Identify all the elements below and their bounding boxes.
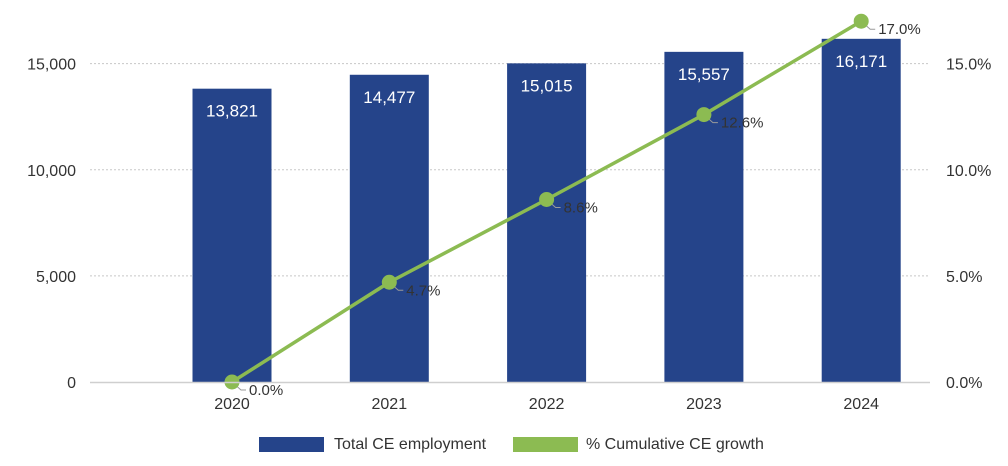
bar-value-label: 15,015	[521, 76, 573, 95]
x-tick-label: 2021	[372, 396, 408, 413]
x-tick-label: 2024	[843, 396, 879, 413]
bar-value-label: 14,477	[363, 88, 415, 107]
axis-layer: 0 5,000 10,000 15,000 0.0% 5.0% 10.0% 15.0% 2020…	[27, 57, 991, 413]
line-point	[853, 13, 869, 29]
line-point	[381, 274, 397, 290]
x-tick-label: 2020	[214, 396, 250, 413]
y-right-tick-label: 0.0%	[946, 375, 982, 392]
y-left-tick-label: 0	[67, 375, 76, 392]
bars-layer: 13,821 14,477 15,015 15,557 16,171	[192, 38, 901, 383]
legend: Total CE employment % Cumulative CE grow…	[259, 436, 764, 453]
y-left-tick-label: 5,000	[36, 269, 76, 286]
legend-swatch-growth	[513, 437, 578, 452]
line-value-label: 17.0%	[878, 21, 921, 38]
bar	[821, 38, 901, 383]
line-value-label: 4.7%	[406, 282, 440, 299]
y-right-tick-label: 15.0%	[946, 57, 991, 74]
x-tick-label: 2023	[686, 396, 722, 413]
line-point	[696, 107, 712, 123]
line-value-label: 8.6%	[564, 199, 598, 216]
line-value-label: 0.0%	[249, 382, 283, 399]
bar	[507, 63, 587, 383]
line-value-label: 12.6%	[721, 115, 764, 132]
y-left-tick-label: 15,000	[27, 57, 76, 74]
bar-value-label: 15,557	[678, 65, 730, 84]
bar-value-label: 13,821	[206, 102, 258, 121]
bar	[192, 88, 272, 382]
y-right-tick-label: 5.0%	[946, 269, 982, 286]
legend-swatch-employment	[259, 437, 324, 452]
legend-label-employment: Total CE employment	[334, 436, 487, 453]
line-point	[539, 191, 555, 207]
bar-value-label: 16,171	[835, 52, 887, 71]
y-right-tick-label: 10.0%	[946, 163, 991, 180]
y-left-tick-label: 10,000	[27, 163, 76, 180]
bar	[349, 74, 429, 382]
bar	[664, 51, 744, 383]
x-tick-label: 2022	[529, 396, 565, 413]
legend-label-growth: % Cumulative CE growth	[586, 436, 764, 453]
